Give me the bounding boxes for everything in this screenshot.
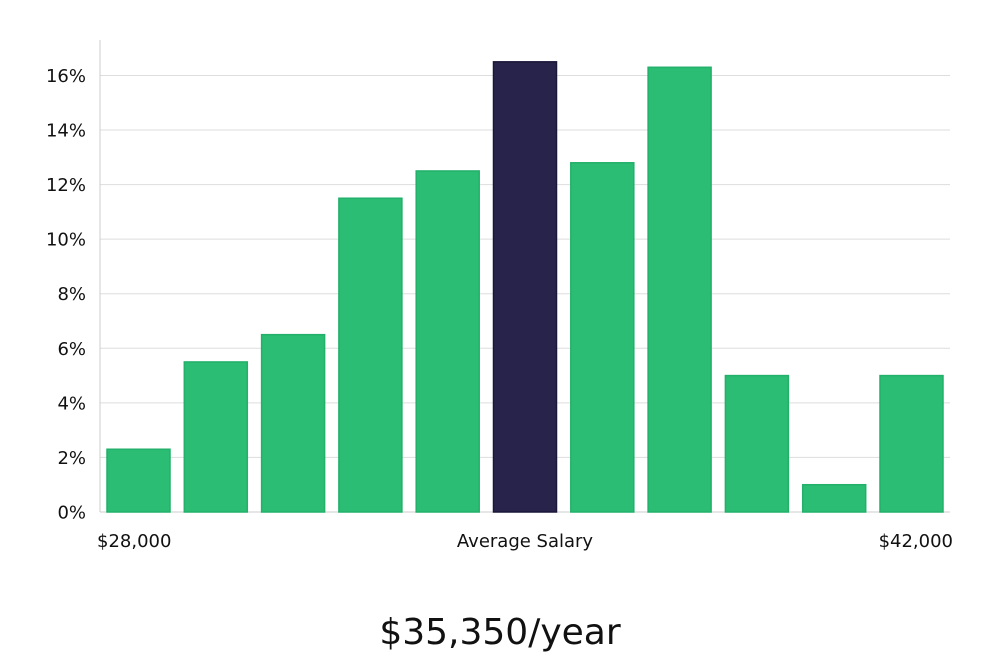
bar: [183, 361, 249, 513]
x-axis-labels: $28,000 Average Salary $42,000: [97, 531, 953, 552]
y-tick-label: 10%: [46, 230, 86, 251]
average-salary-value: $35,350/year: [379, 612, 621, 653]
y-tick-label: 4%: [57, 393, 86, 414]
bar: [724, 374, 790, 513]
y-tick-labels: 0% 2% 4% 6% 8% 10% 12% 14% 16%: [46, 66, 86, 524]
bar: [879, 374, 944, 513]
bar: [801, 483, 867, 513]
y-tick-label: 14%: [46, 121, 86, 142]
bar-average-salary: [492, 61, 558, 513]
salary-histogram: 0% 2% 4% 6% 8% 10% 12% 14% 16% $28,000 Average S…: [46, 40, 953, 552]
y-tick-label: 8%: [57, 284, 86, 305]
x-label-average-salary: Average Salary: [457, 531, 594, 552]
y-tick-label: 16%: [46, 66, 86, 87]
bar: [260, 333, 326, 513]
y-tick-label: 6%: [57, 339, 86, 360]
bar: [415, 170, 480, 513]
bars: [106, 61, 944, 513]
y-tick-label: 2%: [57, 448, 86, 469]
x-label-min-salary: $28,000: [97, 531, 171, 552]
x-label-max-salary: $42,000: [879, 531, 953, 552]
bar: [647, 66, 712, 513]
bar: [570, 162, 635, 513]
y-tick-label: 12%: [46, 175, 86, 196]
y-tick-label: 0%: [57, 503, 86, 524]
bar: [106, 448, 171, 513]
bar: [338, 197, 403, 513]
